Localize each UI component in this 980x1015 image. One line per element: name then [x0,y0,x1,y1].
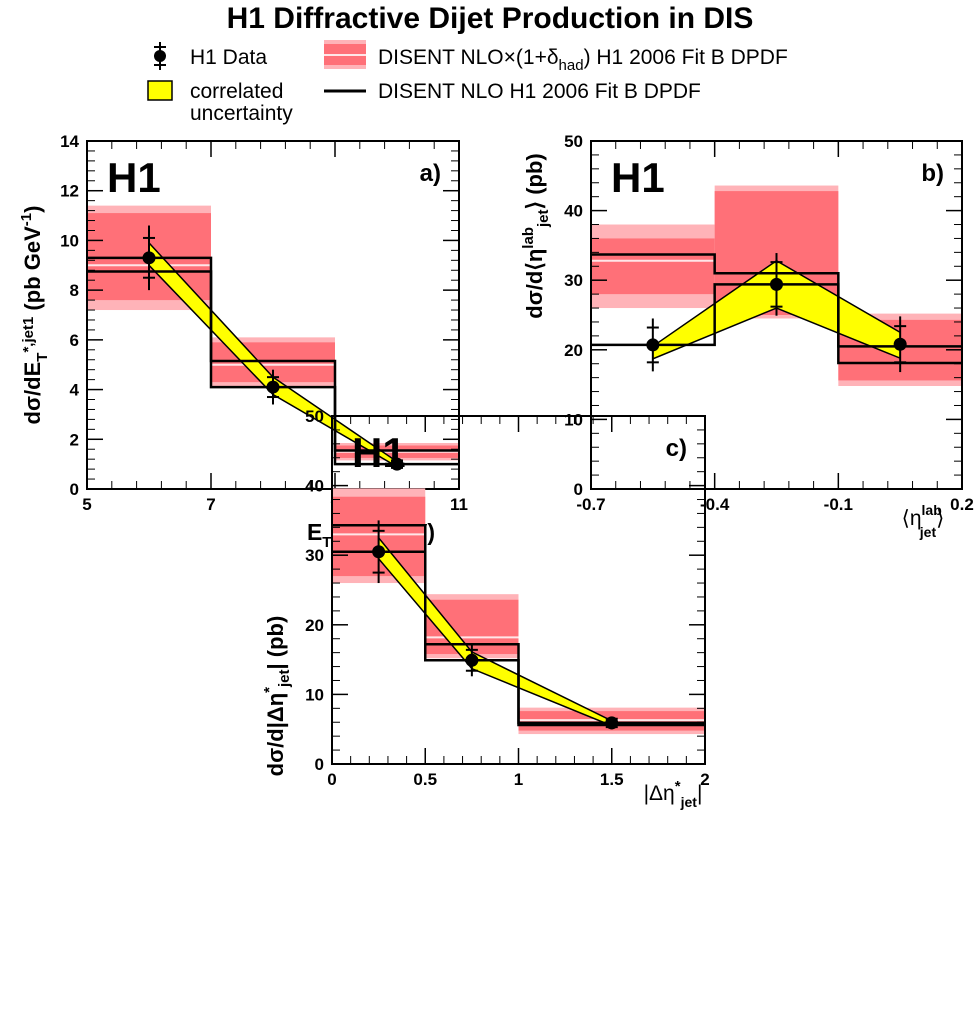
legend-data-label: H1 Data [190,46,267,69]
y-axis-label-part: jet [535,209,552,228]
legend-correlated-swatch [147,80,173,101]
x-tick-label: 11 [450,495,468,514]
x-axis-label-part: jet [919,524,937,540]
h1-logo: H1 [611,154,665,201]
x-tick-label: -0.4 [700,495,730,514]
x-tick-label: 0 [327,770,336,789]
y-axis-label-part: T [34,353,51,362]
x-axis-label: ⟨ηlab jet⟩ [902,502,945,540]
data-point [605,716,619,730]
y-axis-label-part: * [261,687,278,693]
y-tick-label: 50 [564,132,583,151]
y-axis-label-part: dσ/d|Δη [263,693,288,776]
y-tick-label: 10 [564,410,583,429]
data-point [266,380,280,394]
x-axis-label-part: T [322,534,331,551]
x-axis-label-part: ⟨η [902,507,922,530]
y-axis-label: dσ/d⟨ηlabjet⟩ (pb) [520,153,552,319]
plot-frame [86,140,460,490]
y-axis-label-part: -1 [18,213,35,226]
x-tick-label: 0.5 [413,770,437,789]
x-axis-label-part: E [307,519,322,545]
h1-logo: H1 [352,429,406,476]
y-tick-label: 30 [564,271,583,290]
x-axis-label-part: lab [922,502,942,518]
legend-correlated-label: correlated [190,80,283,103]
data-point [372,545,386,559]
y-tick-label: 40 [305,477,324,496]
x-axis-label: |Δη*jet| [644,778,703,810]
legend-nlo-band-label: DISENT NLO×(1+δhad) H1 2006 Fit B DPDF [378,46,788,74]
x-axis-label-part: ⟩ [936,507,944,530]
y-tick-label: 50 [305,407,324,426]
panel-label: b) [921,160,944,187]
x-tick-label: 0.2 [950,495,974,514]
y-axis-label-part: lab [520,227,537,249]
x-tick-label: 5 [82,495,91,514]
x-tick-label: 2 [700,770,709,789]
plot-frame [590,140,963,490]
data-point [142,251,156,265]
x-axis-label-part: |Δη [644,782,675,805]
y-tick-label: 0 [70,480,79,499]
x-axis-label-part: | [697,782,702,805]
y-axis-label-part: ⟩ (pb) [522,153,547,209]
y-tick-label: 6 [70,331,79,350]
data-point [390,457,404,471]
y-axis-label-part: | (pb) [263,616,288,670]
panel-a: 0246810121457911H1a)dσ/dET*,jet1 (pb GeV… [18,132,468,551]
legend-nlo-band-swatch [324,40,366,69]
data-point [893,337,907,351]
y-tick-label: 4 [70,381,80,400]
x-axis-label-part: jet [680,794,698,810]
y-axis-label-part: dσ/dE [20,362,45,425]
x-tick-label: -0.1 [824,495,853,514]
y-tick-label: 10 [305,685,324,704]
y-axis-label-part: dσ/d⟨η [522,249,547,319]
y-tick-label: 8 [70,281,79,300]
data-point [465,653,479,667]
y-tick-label: 12 [60,182,79,201]
legend-data-marker [154,42,166,70]
y-tick-label: 40 [564,202,583,221]
y-axis-label-part: ) [20,206,45,213]
panel-label: c) [666,435,687,462]
data-point [770,277,783,291]
y-tick-label: 20 [564,341,583,360]
data-point [646,338,660,352]
nlo-histogram [87,256,459,452]
legend-nlo-line-label: DISENT NLO H1 2006 Fit B DPDF [378,80,701,103]
y-tick-label: 30 [305,546,324,565]
y-tick-label: 0 [315,755,324,774]
legend: H1 Data correlated uncertainty DISENT NL… [147,40,788,125]
panel-label: a) [420,160,441,187]
x-tick-label: -0.7 [576,495,605,514]
legend-correlated-label-2: uncertainty [190,102,293,125]
y-tick-label: 10 [60,231,79,250]
y-axis-label-part: (pb GeV [20,226,45,317]
x-tick-label: 1.5 [600,770,624,789]
h1-logo: H1 [107,154,161,201]
nlo-band-inner [591,238,715,295]
y-axis-label: dσ/d|Δη*jet| (pb) [261,616,293,777]
figure-title: H1 Diffractive Dijet Production in DIS [227,2,754,35]
y-axis-label-part: jet [276,669,293,688]
y-tick-label: 0 [574,480,583,499]
y-axis-label: dσ/dET*,jet1 (pb GeV-1) [18,206,51,425]
y-tick-label: 20 [305,616,324,635]
y-tick-label: 2 [70,430,79,449]
x-tick-label: 7 [206,495,215,514]
y-axis-label-part: *,jet1 [20,317,37,353]
y-tick-label: 14 [60,132,79,151]
x-tick-label: 1 [514,770,523,789]
x-axis-label-part: * [675,778,681,795]
